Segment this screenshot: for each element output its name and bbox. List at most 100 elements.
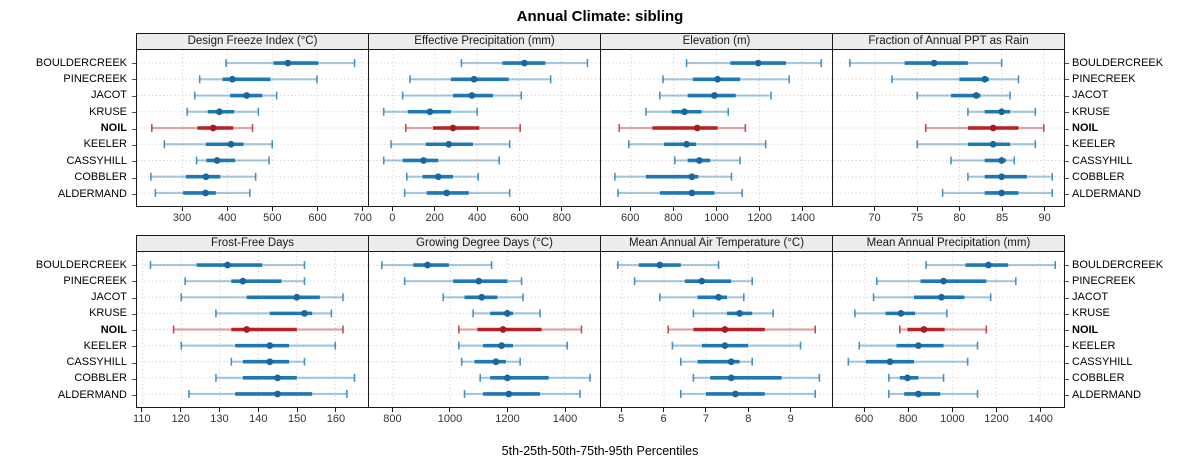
percentile-row-kruse bbox=[186, 107, 260, 116]
axis-tick-label: 70 bbox=[868, 212, 881, 224]
panel-elevation-m: Elevation (m) 600 800 1000 1200 1400 bbox=[600, 33, 833, 227]
percentile-row-aldermand bbox=[403, 188, 511, 197]
panel-plot bbox=[600, 50, 833, 207]
axis-tick-label: 130 bbox=[210, 413, 229, 425]
panel-x-axis: 800 1000 1200 1400 bbox=[368, 408, 601, 428]
percentile-row-jacot bbox=[872, 293, 992, 302]
axis-tick bbox=[1065, 144, 1069, 146]
site-label-right-cassyhill: CASSYHILL bbox=[1072, 154, 1133, 167]
percentile-row-cassyhill bbox=[230, 357, 306, 366]
axis-tick-label: 1200 bbox=[747, 212, 772, 224]
axis-tick-label: 1200 bbox=[495, 413, 520, 425]
percentile-row-cassyhill bbox=[673, 156, 741, 165]
percentile-row-bouldercreek bbox=[617, 261, 720, 270]
median-dot-icon bbox=[698, 277, 706, 285]
site-label-column-right: BOULDERCREEK PINECREEK JACOT KRUSE NOIL KEELE… bbox=[1065, 33, 1197, 227]
axis-tick bbox=[874, 207, 876, 211]
panel-strip-title: Frost-Free Days bbox=[210, 237, 295, 249]
row-gap bbox=[0, 227, 1200, 235]
site-label-left-aldermand: ALDERMAND bbox=[57, 187, 127, 200]
axis-tick bbox=[1065, 128, 1069, 130]
percentile-row-cobbler bbox=[888, 373, 945, 382]
median-dot-icon bbox=[998, 108, 1005, 116]
axis-tick bbox=[132, 112, 136, 114]
median-dot-icon bbox=[721, 326, 729, 333]
panels-row-0: Design Freeze Index (°C) 300 400 500 600 700 E… bbox=[136, 33, 1065, 227]
median-dot-icon bbox=[989, 124, 997, 132]
axis-tick bbox=[132, 265, 136, 266]
site-label-right-bouldercreek: BOULDERCREEK bbox=[1072, 56, 1164, 69]
panel-strip-title: Design Freeze Index (°C) bbox=[187, 35, 318, 47]
axis-tick bbox=[132, 378, 136, 380]
panel-plot bbox=[600, 252, 833, 408]
percentile-row-bouldercreek bbox=[149, 261, 306, 270]
site-label-left-bouldercreek: BOULDERCREEK bbox=[35, 258, 127, 271]
site-label-left-noil: NOIL bbox=[100, 323, 127, 336]
percentile-row-pinecreek bbox=[198, 75, 318, 84]
median-dot-icon bbox=[754, 59, 762, 67]
axis-tick-label: 400 bbox=[467, 212, 487, 224]
median-dot-icon bbox=[202, 189, 209, 197]
percentile-row-keeler bbox=[858, 341, 979, 350]
percentile-row-jacot bbox=[659, 293, 745, 302]
axis-tick-label: 0 bbox=[389, 212, 396, 224]
median-dot-icon bbox=[470, 75, 478, 83]
axis-tick-label: 1200 bbox=[984, 413, 1009, 425]
panel-strip-title: Fraction of Annual PPT as Rain bbox=[868, 35, 1029, 47]
site-label-left-pinecreek: PINECREEK bbox=[63, 72, 127, 85]
axis-tick bbox=[716, 207, 717, 211]
median-dot-icon bbox=[915, 342, 922, 349]
median-dot-icon bbox=[266, 342, 274, 349]
axis-tick bbox=[1065, 265, 1069, 266]
median-dot-icon bbox=[426, 108, 434, 116]
percentile-row-bouldercreek bbox=[685, 59, 823, 68]
axis-tick-label: 80 bbox=[953, 212, 966, 224]
axis-tick bbox=[951, 408, 953, 412]
median-dot-icon bbox=[492, 358, 500, 366]
axis-tick bbox=[391, 408, 393, 412]
median-dot-icon bbox=[445, 140, 453, 148]
site-label-right-pinecreek: PINECREEK bbox=[1072, 72, 1136, 85]
axis-tick bbox=[1065, 281, 1069, 283]
percentile-row-aldermand bbox=[617, 188, 743, 197]
site-label-right-noil: NOIL bbox=[1072, 122, 1099, 134]
panel-strip: Frost-Free Days bbox=[136, 235, 369, 252]
panel-strip: Growing Degree Days (°C) bbox=[368, 235, 601, 252]
percentile-row-jacot bbox=[193, 91, 278, 100]
axis-tick bbox=[132, 281, 136, 283]
panel-strip: Fraction of Annual PPT as Rain bbox=[832, 33, 1065, 50]
site-label-right-cassyhill: CASSYHILL bbox=[1072, 356, 1133, 368]
site-label-left-keeler: KEELER bbox=[83, 339, 127, 352]
axis-tick-label: 800 bbox=[664, 212, 683, 224]
percentile-row-cobbler bbox=[150, 172, 257, 181]
median-dot-icon bbox=[505, 390, 513, 398]
panel-mean-annual-precipitation-mm: Mean Annual Precipitation (mm) 600 800 1000… bbox=[832, 235, 1065, 428]
percentile-row-pinecreek bbox=[633, 277, 753, 286]
percentile-row-pinecreek bbox=[184, 277, 306, 286]
site-label-left-cassyhill: CASSYHILL bbox=[66, 154, 127, 167]
axis-tick bbox=[1065, 177, 1069, 179]
site-label-column-left: BOULDERCREEK PINECREEK JACOT KRUSE NOIL KEELE… bbox=[0, 33, 136, 227]
axis-tick-label: 85 bbox=[995, 212, 1009, 224]
median-dot-icon bbox=[202, 173, 210, 181]
percentile-row-pinecreek bbox=[403, 277, 523, 286]
axis-tick-label: 300 bbox=[172, 212, 192, 224]
percentile-row-keeler bbox=[671, 341, 802, 350]
median-dot-icon bbox=[897, 310, 905, 317]
percentile-row-cassyhill bbox=[382, 156, 500, 165]
axis-tick-label: 700 bbox=[353, 212, 372, 224]
axis-tick bbox=[959, 207, 961, 211]
site-label-left-jacot: JACOT bbox=[90, 291, 127, 303]
axis-tick-label: 110 bbox=[133, 413, 151, 425]
panel-x-axis: 110 120 130 140 150 160 bbox=[133, 408, 369, 428]
axis-tick-label: 9 bbox=[787, 413, 794, 425]
median-dot-icon bbox=[736, 310, 743, 317]
site-label-right-cobbler: COBBLER bbox=[1072, 171, 1125, 184]
axis-tick bbox=[1065, 161, 1069, 163]
median-dot-icon bbox=[475, 277, 483, 285]
percentile-row-cobbler bbox=[215, 373, 356, 382]
percentile-row-aldermand bbox=[680, 389, 816, 398]
panel-strip: Elevation (m) bbox=[600, 33, 833, 50]
percentile-row-noil bbox=[172, 325, 344, 334]
median-dot-icon bbox=[434, 173, 442, 181]
